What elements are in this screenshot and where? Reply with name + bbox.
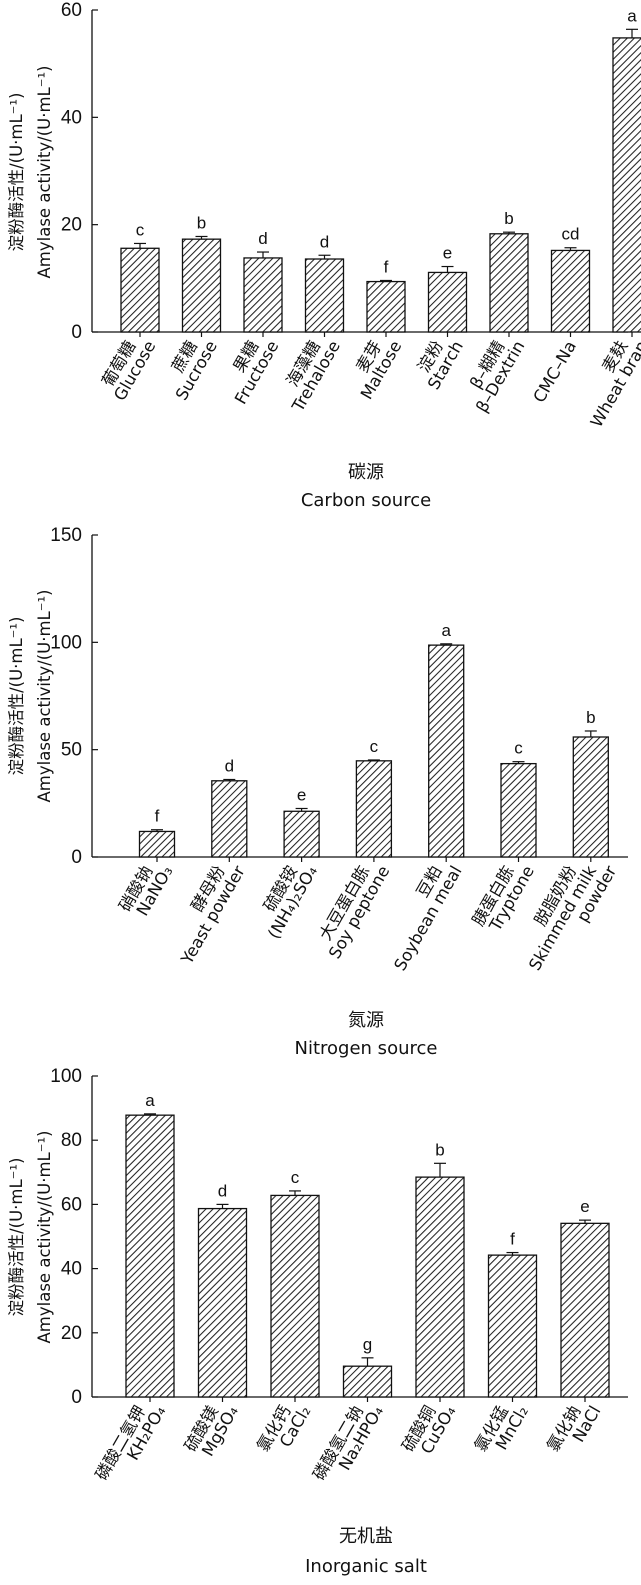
y-axis-title-en: Amylase activity/(U·mL⁻¹) (35, 590, 54, 803)
x-axis-title-cn: 氮源 (348, 1010, 384, 1031)
bar (612, 37, 641, 333)
y-tick-label: 40 (61, 1259, 82, 1280)
y-tick-label: 100 (50, 632, 82, 653)
panel-nitrogen-source: 淀粉酶活性/(U·mL⁻¹) Amylase activity/(U·mL⁻¹)… (7, 525, 628, 1059)
y-tick-label: 0 (71, 322, 82, 343)
significance-label: f (155, 807, 160, 826)
y-tick-label: 100 (50, 1066, 82, 1087)
y-tick-label: 0 (71, 847, 82, 868)
significance-label: d (218, 1181, 227, 1200)
bar (366, 280, 406, 333)
y-axis-title-en: Amylase activity/(U·mL⁻¹) (35, 66, 54, 279)
significance-label: f (384, 257, 389, 276)
bar (550, 249, 591, 333)
panel-inorganic-salt: 淀粉酶活性/(U·mL⁻¹) Amylase activity/(U·mL⁻¹)… (7, 1066, 628, 1577)
y-tick-label: 60 (61, 0, 82, 21)
x-axis-title-cn: 无机盐 (339, 1526, 393, 1547)
significance-label: c (370, 737, 379, 756)
y-tick-label: 20 (61, 215, 82, 236)
significance-label: g (363, 1335, 372, 1354)
y-axis-title-en: Amylase activity/(U·mL⁻¹) (35, 1131, 54, 1344)
significance-label: cd (562, 225, 580, 244)
y-axis-title-cn: 淀粉酶活性/(U·mL⁻¹) (7, 1158, 26, 1317)
bar (243, 257, 283, 333)
significance-label: e (297, 785, 306, 804)
bar (355, 760, 393, 858)
bar (211, 780, 248, 858)
bar (560, 1222, 610, 1398)
significance-label: e (580, 1197, 589, 1216)
significance-label: b (504, 209, 513, 228)
significance-label: c (291, 1168, 300, 1187)
significance-label: b (435, 1140, 444, 1159)
significance-label: c (136, 220, 145, 239)
significance-label: a (441, 621, 451, 640)
bar (487, 1254, 538, 1398)
significance-label: d (320, 232, 329, 251)
y-tick-label: 40 (61, 107, 82, 128)
x-axis-title-en: Inorganic salt (305, 1556, 427, 1577)
plot-inorganic-salt: 020406080100a磷酸二氢钾KH₂PO₄d硫酸镁MgSO₄c氯化钙CaC… (50, 1066, 628, 1483)
bar (415, 1176, 465, 1398)
bar (489, 233, 529, 333)
panel-carbon-source: 淀粉酶活性/(U·mL⁻¹) Amylase activity/(U·mL⁻¹)… (7, 0, 641, 511)
significance-label: b (586, 708, 595, 727)
significance-label: f (510, 1230, 515, 1249)
y-tick-label: 150 (50, 525, 82, 546)
significance-label: a (145, 1091, 155, 1110)
significance-label: e (443, 244, 452, 263)
x-axis-title-en: Nitrogen source (295, 1038, 438, 1059)
bar (342, 1365, 393, 1398)
bar (500, 762, 537, 858)
significance-label: d (258, 229, 267, 248)
bar (304, 258, 345, 333)
bar (283, 810, 320, 858)
bar (270, 1194, 320, 1398)
bar (120, 247, 160, 333)
significance-label: c (514, 739, 523, 758)
bar (125, 1114, 175, 1398)
significance-label: a (627, 6, 637, 25)
x-axis-title-cn: 碳源 (348, 462, 384, 483)
significance-label: b (197, 213, 206, 232)
significance-label: d (225, 757, 234, 776)
bar (428, 644, 465, 858)
bar (427, 271, 468, 333)
bar (138, 830, 176, 858)
bar (197, 1207, 248, 1398)
y-tick-label: 80 (61, 1130, 82, 1151)
category-label: CMC–Na (530, 338, 580, 406)
y-tick-label: 50 (61, 740, 82, 761)
bar (181, 238, 222, 333)
y-tick-label: 0 (71, 1387, 82, 1408)
bar (572, 736, 609, 858)
y-axis-title-cn: 淀粉酶活性/(U·mL⁻¹) (7, 93, 26, 252)
y-axis-title-cn: 淀粉酶活性/(U·mL⁻¹) (7, 617, 26, 776)
y-tick-label: 60 (61, 1194, 82, 1215)
x-axis-title-en: Carbon source (301, 490, 431, 511)
plot-carbon-source: 0204060c葡萄糖Glucoseb蔗糖Sucrosed果糖Fructosed… (61, 0, 641, 431)
y-tick-label: 20 (61, 1323, 82, 1344)
